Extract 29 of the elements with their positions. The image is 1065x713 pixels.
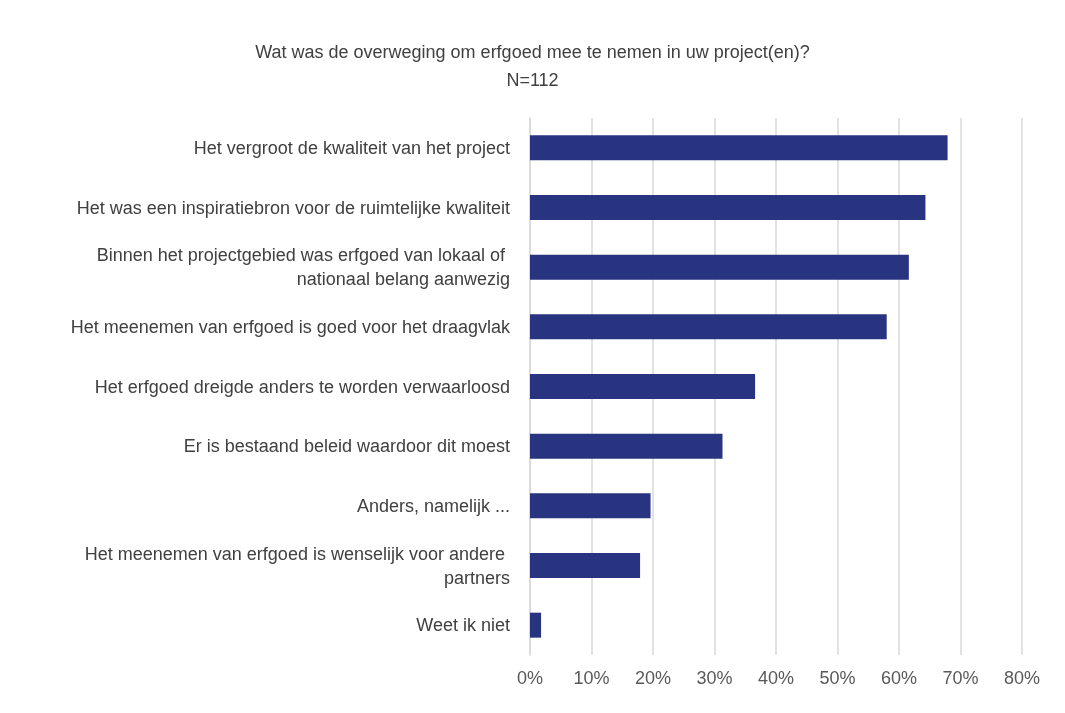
y-tick-label: Er is bestaand beleid waardoor dit moest [183,436,510,457]
y-tick-label: Weet ik niet [416,615,510,636]
x-tick-label: 0% [516,668,544,688]
chart-subtitle: N=112 [506,70,559,90]
x-tick-label: 70% [942,668,979,688]
x-tick-label: 50% [819,668,856,688]
bar [530,314,887,340]
x-tick-label: 20% [634,668,672,688]
bar [530,433,723,459]
x-tick-label: 60% [880,668,918,688]
x-tick-label: 80% [1003,668,1041,688]
x-tick-label: 30% [696,668,733,688]
x-tick-label: 40% [757,668,795,688]
bar [530,254,909,280]
y-tick-label: Het vergroot de kwaliteit van het project [193,137,510,158]
chart-title: Wat was de overweging om erfgoed mee te nemen in uw project(en)? [255,42,810,62]
y-tick-label: Anders, namelijk ... [356,495,510,516]
bar [530,493,651,519]
bar [530,553,641,578]
bar [530,612,542,638]
y-tick-label: Binnen het projectgebied was erfgoed van lokaal of nationaal belang aanwezig [96,245,510,290]
bar [530,374,756,399]
y-tick-label: Het meenemen van erfgoed is goed voor het draagvlak [70,316,511,337]
bar [530,135,948,161]
y-tick-label: Het meenemen van erfgoed is wenselijk voor andere partners [84,543,510,588]
x-tick-label: 10% [573,668,610,688]
y-tick-label: Het was een inspiratiebron voor de ruimtelijke kwaliteit [76,197,510,218]
y-tick-label: Het erfgoed dreigde anders te worden verwaarloosd [94,376,510,397]
bar [530,195,926,220]
